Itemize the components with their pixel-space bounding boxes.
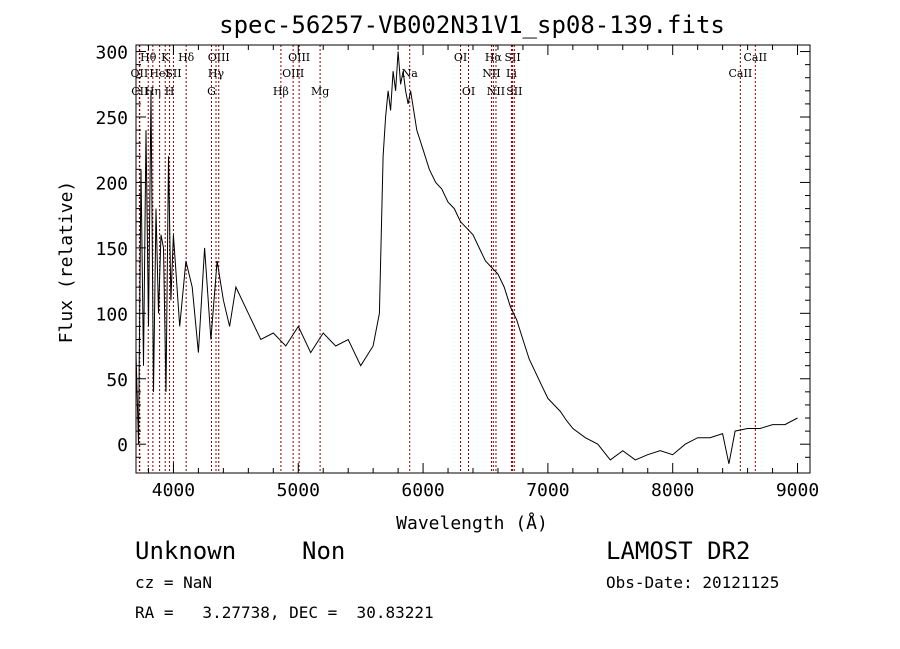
marker-label: CII	[131, 85, 148, 98]
survey-label: LAMOST DR2	[606, 537, 751, 565]
y-tick-label: 100	[95, 304, 128, 325]
emission-line-markers: HθOIICIIHηHeIKSIIHHδOIIIHγGHβOIIIOIIIMgN…	[131, 45, 767, 473]
spectrum-chart: spec-56257-VB002N31V1_sp08-139.fits Hθ OI…	[56, 11, 819, 534]
marker-label: OIII	[282, 67, 304, 80]
x-tick-label: 9000	[776, 480, 819, 501]
obs-date: Obs-Date: 20121125	[606, 573, 780, 592]
x-tick-label: 5000	[277, 480, 320, 501]
marker-label: Hβ	[273, 85, 289, 98]
chart-title: spec-56257-VB002N31V1_sp08-139.fits	[219, 11, 725, 39]
marker-label: NII	[487, 85, 505, 98]
y-tick-label: 50	[106, 370, 128, 391]
marker-label: H	[165, 85, 175, 98]
y-tick-label: 250	[95, 108, 128, 129]
marker-label: NII	[482, 67, 500, 80]
y-tick-label: 300	[95, 43, 128, 64]
class-name: Unknown	[135, 537, 237, 565]
marker-label: HeI	[149, 67, 169, 80]
y-tick-label: 0	[117, 435, 128, 456]
redshift-value: cz = NaN	[135, 573, 213, 592]
x-tick-label: 4000	[152, 480, 195, 501]
marker-label: G	[207, 85, 216, 98]
marker-label: K	[161, 51, 170, 64]
spectrum-line	[135, 51, 798, 464]
y-tick-label: 200	[95, 173, 128, 194]
marker-label: SII	[504, 51, 520, 64]
marker-label: SII	[165, 67, 181, 80]
marker-label: Mg	[311, 85, 329, 98]
subclass-name: Non	[302, 537, 346, 565]
marker-label: Hη	[145, 85, 161, 98]
marker-label: Li	[506, 67, 517, 80]
marker-label: Na	[402, 67, 419, 80]
marker-label: SII	[506, 85, 522, 98]
marker-label: OI	[462, 85, 475, 98]
marker-label: OIII	[208, 51, 230, 64]
x-axis-label: Wavelength (Å)	[396, 512, 548, 534]
plot-frame	[135, 44, 811, 474]
marker-label: CaII	[743, 51, 767, 64]
x-tick-label: 7000	[526, 480, 569, 501]
y-axis-label: Flux (relative)	[56, 181, 77, 344]
x-tick-label: 8000	[651, 480, 694, 501]
marker-label: Hγ	[208, 67, 225, 80]
y-tick-label: 150	[95, 239, 128, 260]
marker-label: Hδ	[178, 51, 195, 64]
marker-label: Hα	[485, 51, 503, 64]
marker-label: Hθ	[140, 51, 157, 64]
marker-label: OI	[454, 51, 467, 64]
coordinates: RA = 3.27738, DEC = 30.83221	[135, 603, 434, 622]
x-tick-label: 6000	[401, 480, 444, 501]
axis-ticks: 4000 5000 6000 7000 8000 9000 0 50 100 150 200 250 3…	[95, 43, 819, 501]
marker-label: OIII	[288, 51, 310, 64]
marker-label: CaII	[729, 67, 753, 80]
